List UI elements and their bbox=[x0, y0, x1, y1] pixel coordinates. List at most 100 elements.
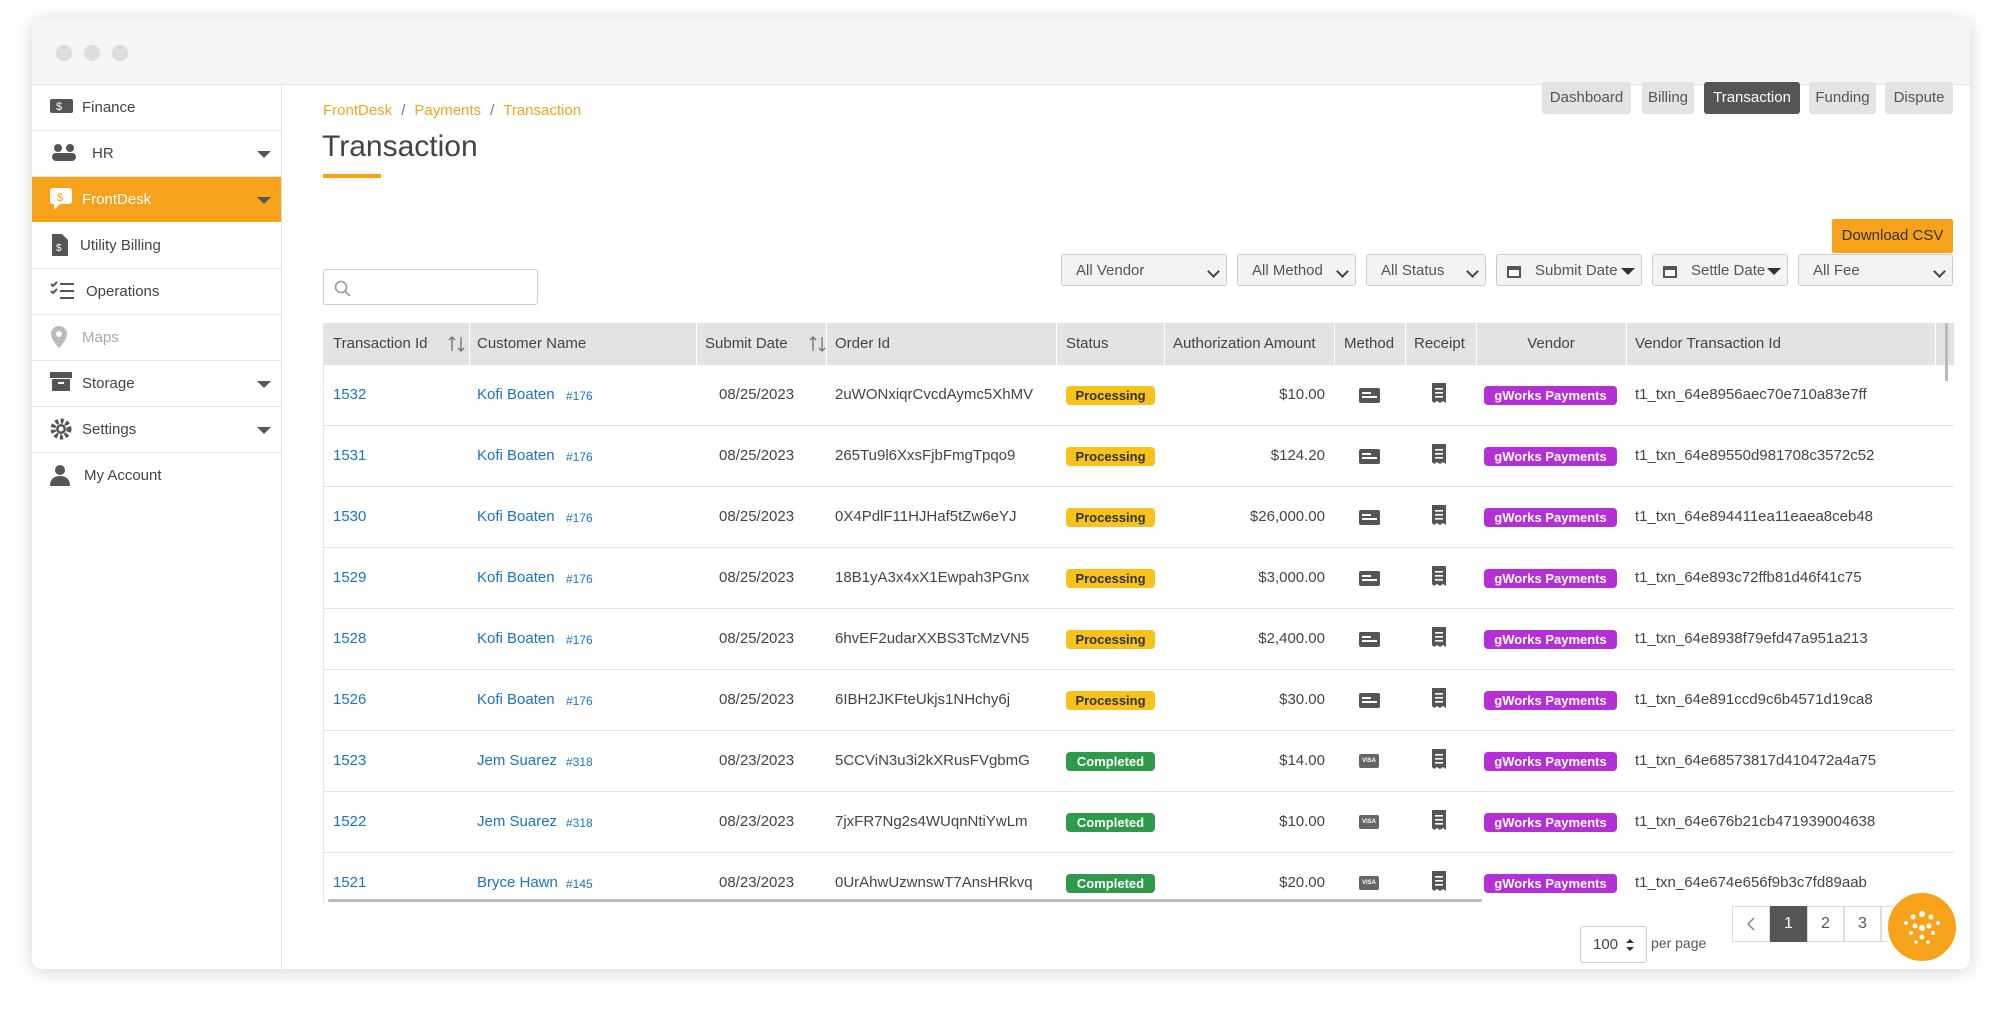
caret bbox=[1767, 268, 1781, 275]
submit-date: 08/25/2023 bbox=[719, 630, 795, 647]
nav-item[interactable]: $ Utility Billing bbox=[32, 223, 281, 269]
amount: $2,400.00 bbox=[1258, 630, 1325, 647]
transaction-id-link[interactable]: 1531 bbox=[333, 447, 367, 464]
table-row: 1529 Kofi Boaten #176 08/25/2023 18B1yA3x4xX… bbox=[324, 548, 1954, 609]
customer-id[interactable]: #145 bbox=[566, 877, 593, 891]
customer-link[interactable]: Kofi Boaten bbox=[477, 630, 555, 647]
page-button[interactable]: 3 bbox=[1844, 906, 1881, 942]
customer-link[interactable]: Kofi Boaten bbox=[477, 508, 555, 525]
nav-label: Utility Billing bbox=[80, 237, 161, 254]
filter-label: All Method bbox=[1252, 262, 1323, 279]
receipt-icon bbox=[1432, 688, 1446, 708]
transaction-id-link[interactable]: 1526 bbox=[333, 691, 367, 708]
column-header: Method bbox=[1344, 335, 1395, 352]
transaction-id-link[interactable]: 1532 bbox=[333, 386, 367, 403]
order-id: 265Tu9l6XxsFjbFmgTpqo9 bbox=[835, 447, 1016, 464]
chat-widget[interactable] bbox=[1885, 890, 1959, 964]
filter-label: All Fee bbox=[1813, 262, 1860, 279]
date-filter[interactable]: Submit Date bbox=[1496, 254, 1642, 286]
title-underline bbox=[323, 174, 381, 178]
customer-id[interactable]: #176 bbox=[566, 389, 593, 403]
method-icon bbox=[1359, 693, 1380, 708]
customer-link[interactable]: Jem Suarez bbox=[477, 752, 558, 769]
transaction-id-link[interactable]: 1529 bbox=[333, 569, 367, 586]
table-row: 1532 Kofi Boaten #176 08/25/2023 2uWONxiqrCv… bbox=[324, 365, 1954, 426]
submit-date: 08/25/2023 bbox=[719, 691, 795, 708]
customer-link[interactable]: Kofi Boaten bbox=[477, 569, 555, 586]
table-row: 1523 Jem Suarez #318 08/23/2023 5CCViN3u3i2k… bbox=[324, 731, 1954, 792]
nav-item-active[interactable]: $ FrontDesk bbox=[32, 177, 281, 222]
tab[interactable]: Dashboard bbox=[1542, 82, 1631, 114]
status-badge: Processing bbox=[1066, 447, 1155, 466]
amount: $3,000.00 bbox=[1258, 569, 1325, 586]
vendor-transaction-id: t1_txn_64e894411ea11eaea8ceb48 bbox=[1635, 508, 1874, 525]
method-icon bbox=[1359, 388, 1380, 403]
table-row: 1528 Kofi Boaten #176 08/25/2023 6hvEF2udarX… bbox=[324, 609, 1954, 670]
submit-date: 08/23/2023 bbox=[719, 874, 795, 891]
table-row: 1522 Jem Suarez #318 08/23/2023 7jxFR7Ng2s4W… bbox=[324, 792, 1954, 853]
filter-select[interactable]: All Fee bbox=[1798, 254, 1953, 286]
column-header: Submit Date bbox=[705, 335, 788, 352]
sidebar: $ Finance HR $ FrontDesk $ Utility Billing … bbox=[32, 85, 282, 969]
submit-date: 08/25/2023 bbox=[719, 569, 795, 586]
date-filter[interactable]: Settle Date bbox=[1652, 254, 1788, 286]
per-page-select[interactable]: 100 bbox=[1580, 926, 1647, 963]
filter-select[interactable]: All Status bbox=[1366, 254, 1486, 286]
nav-item[interactable]: Settings bbox=[32, 407, 281, 453]
nav-item[interactable]: My Account bbox=[32, 453, 281, 498]
customer-link[interactable]: Kofi Boaten bbox=[477, 447, 555, 464]
vendor-transaction-id: t1_txn_64e891ccd9c6b4571d19ca8 bbox=[1635, 691, 1873, 708]
transaction-id-link[interactable]: 1528 bbox=[333, 630, 367, 647]
transaction-table: Transaction Id Customer Name Submit Date Or… bbox=[323, 323, 1954, 903]
tab[interactable]: Funding bbox=[1809, 82, 1876, 114]
table-row: 1531 Kofi Boaten #176 08/25/2023 265Tu9l6Xxs… bbox=[324, 426, 1954, 487]
amount: $20.00 bbox=[1279, 874, 1325, 891]
prev-page[interactable] bbox=[1732, 906, 1770, 942]
method-icon bbox=[1359, 632, 1380, 647]
transaction-id-link[interactable]: 1530 bbox=[333, 508, 367, 525]
breadcrumb-link[interactable]: FrontDesk bbox=[323, 102, 393, 119]
transaction-id-link[interactable]: 1521 bbox=[333, 874, 367, 891]
transaction-id-link[interactable]: 1522 bbox=[333, 813, 367, 830]
filter-select[interactable]: All Method bbox=[1237, 254, 1356, 286]
method-icon: VISA bbox=[1359, 876, 1379, 890]
column-border bbox=[1164, 323, 1165, 365]
customer-link[interactable]: Kofi Boaten bbox=[477, 691, 555, 708]
search-input[interactable] bbox=[323, 269, 538, 305]
breadcrumb: FrontDesk / Payments / Transaction bbox=[323, 102, 581, 119]
page-button-active[interactable]: 1 bbox=[1770, 906, 1807, 942]
svg-text:$: $ bbox=[56, 101, 62, 113]
customer-id[interactable]: #176 bbox=[566, 450, 593, 464]
customer-link[interactable]: Jem Suarez bbox=[477, 813, 558, 830]
filter-select[interactable]: All Vendor bbox=[1061, 254, 1227, 286]
customer-id[interactable]: #318 bbox=[566, 816, 593, 830]
nav-item[interactable]: HR bbox=[32, 131, 281, 177]
chevron bbox=[1207, 265, 1220, 278]
customer-id[interactable]: #176 bbox=[566, 633, 593, 647]
svg-text:$: $ bbox=[56, 243, 62, 254]
customer-id[interactable]: #176 bbox=[566, 511, 593, 525]
caret bbox=[1621, 268, 1635, 275]
tab-active[interactable]: Transaction bbox=[1704, 82, 1800, 114]
tab[interactable]: Billing bbox=[1642, 82, 1694, 114]
page-button[interactable]: 2 bbox=[1807, 906, 1844, 942]
download-csv-button[interactable]: Download CSV bbox=[1832, 219, 1953, 253]
nav-item[interactable]: Operations bbox=[32, 269, 281, 315]
column-header: Customer Name bbox=[477, 335, 587, 352]
customer-id[interactable]: #176 bbox=[566, 694, 593, 708]
customer-id[interactable]: #176 bbox=[566, 572, 593, 586]
nav-item[interactable]: $ Finance bbox=[32, 85, 281, 131]
vendor-badge: gWorks Payments bbox=[1484, 630, 1617, 649]
customer-link[interactable]: Bryce Hawn bbox=[477, 874, 558, 891]
nav-label: FrontDesk bbox=[82, 191, 152, 208]
column-border bbox=[1476, 323, 1477, 365]
tab[interactable]: Dispute bbox=[1885, 82, 1953, 114]
per-page-value: 100 bbox=[1593, 936, 1619, 953]
nav-item[interactable]: Storage bbox=[32, 361, 281, 407]
customer-link[interactable]: Kofi Boaten bbox=[477, 386, 555, 403]
customer-id[interactable]: #318 bbox=[566, 755, 593, 769]
breadcrumb-link[interactable]: Payments bbox=[414, 102, 482, 119]
amount: $10.00 bbox=[1279, 813, 1325, 830]
transaction-id-link[interactable]: 1523 bbox=[333, 752, 367, 769]
